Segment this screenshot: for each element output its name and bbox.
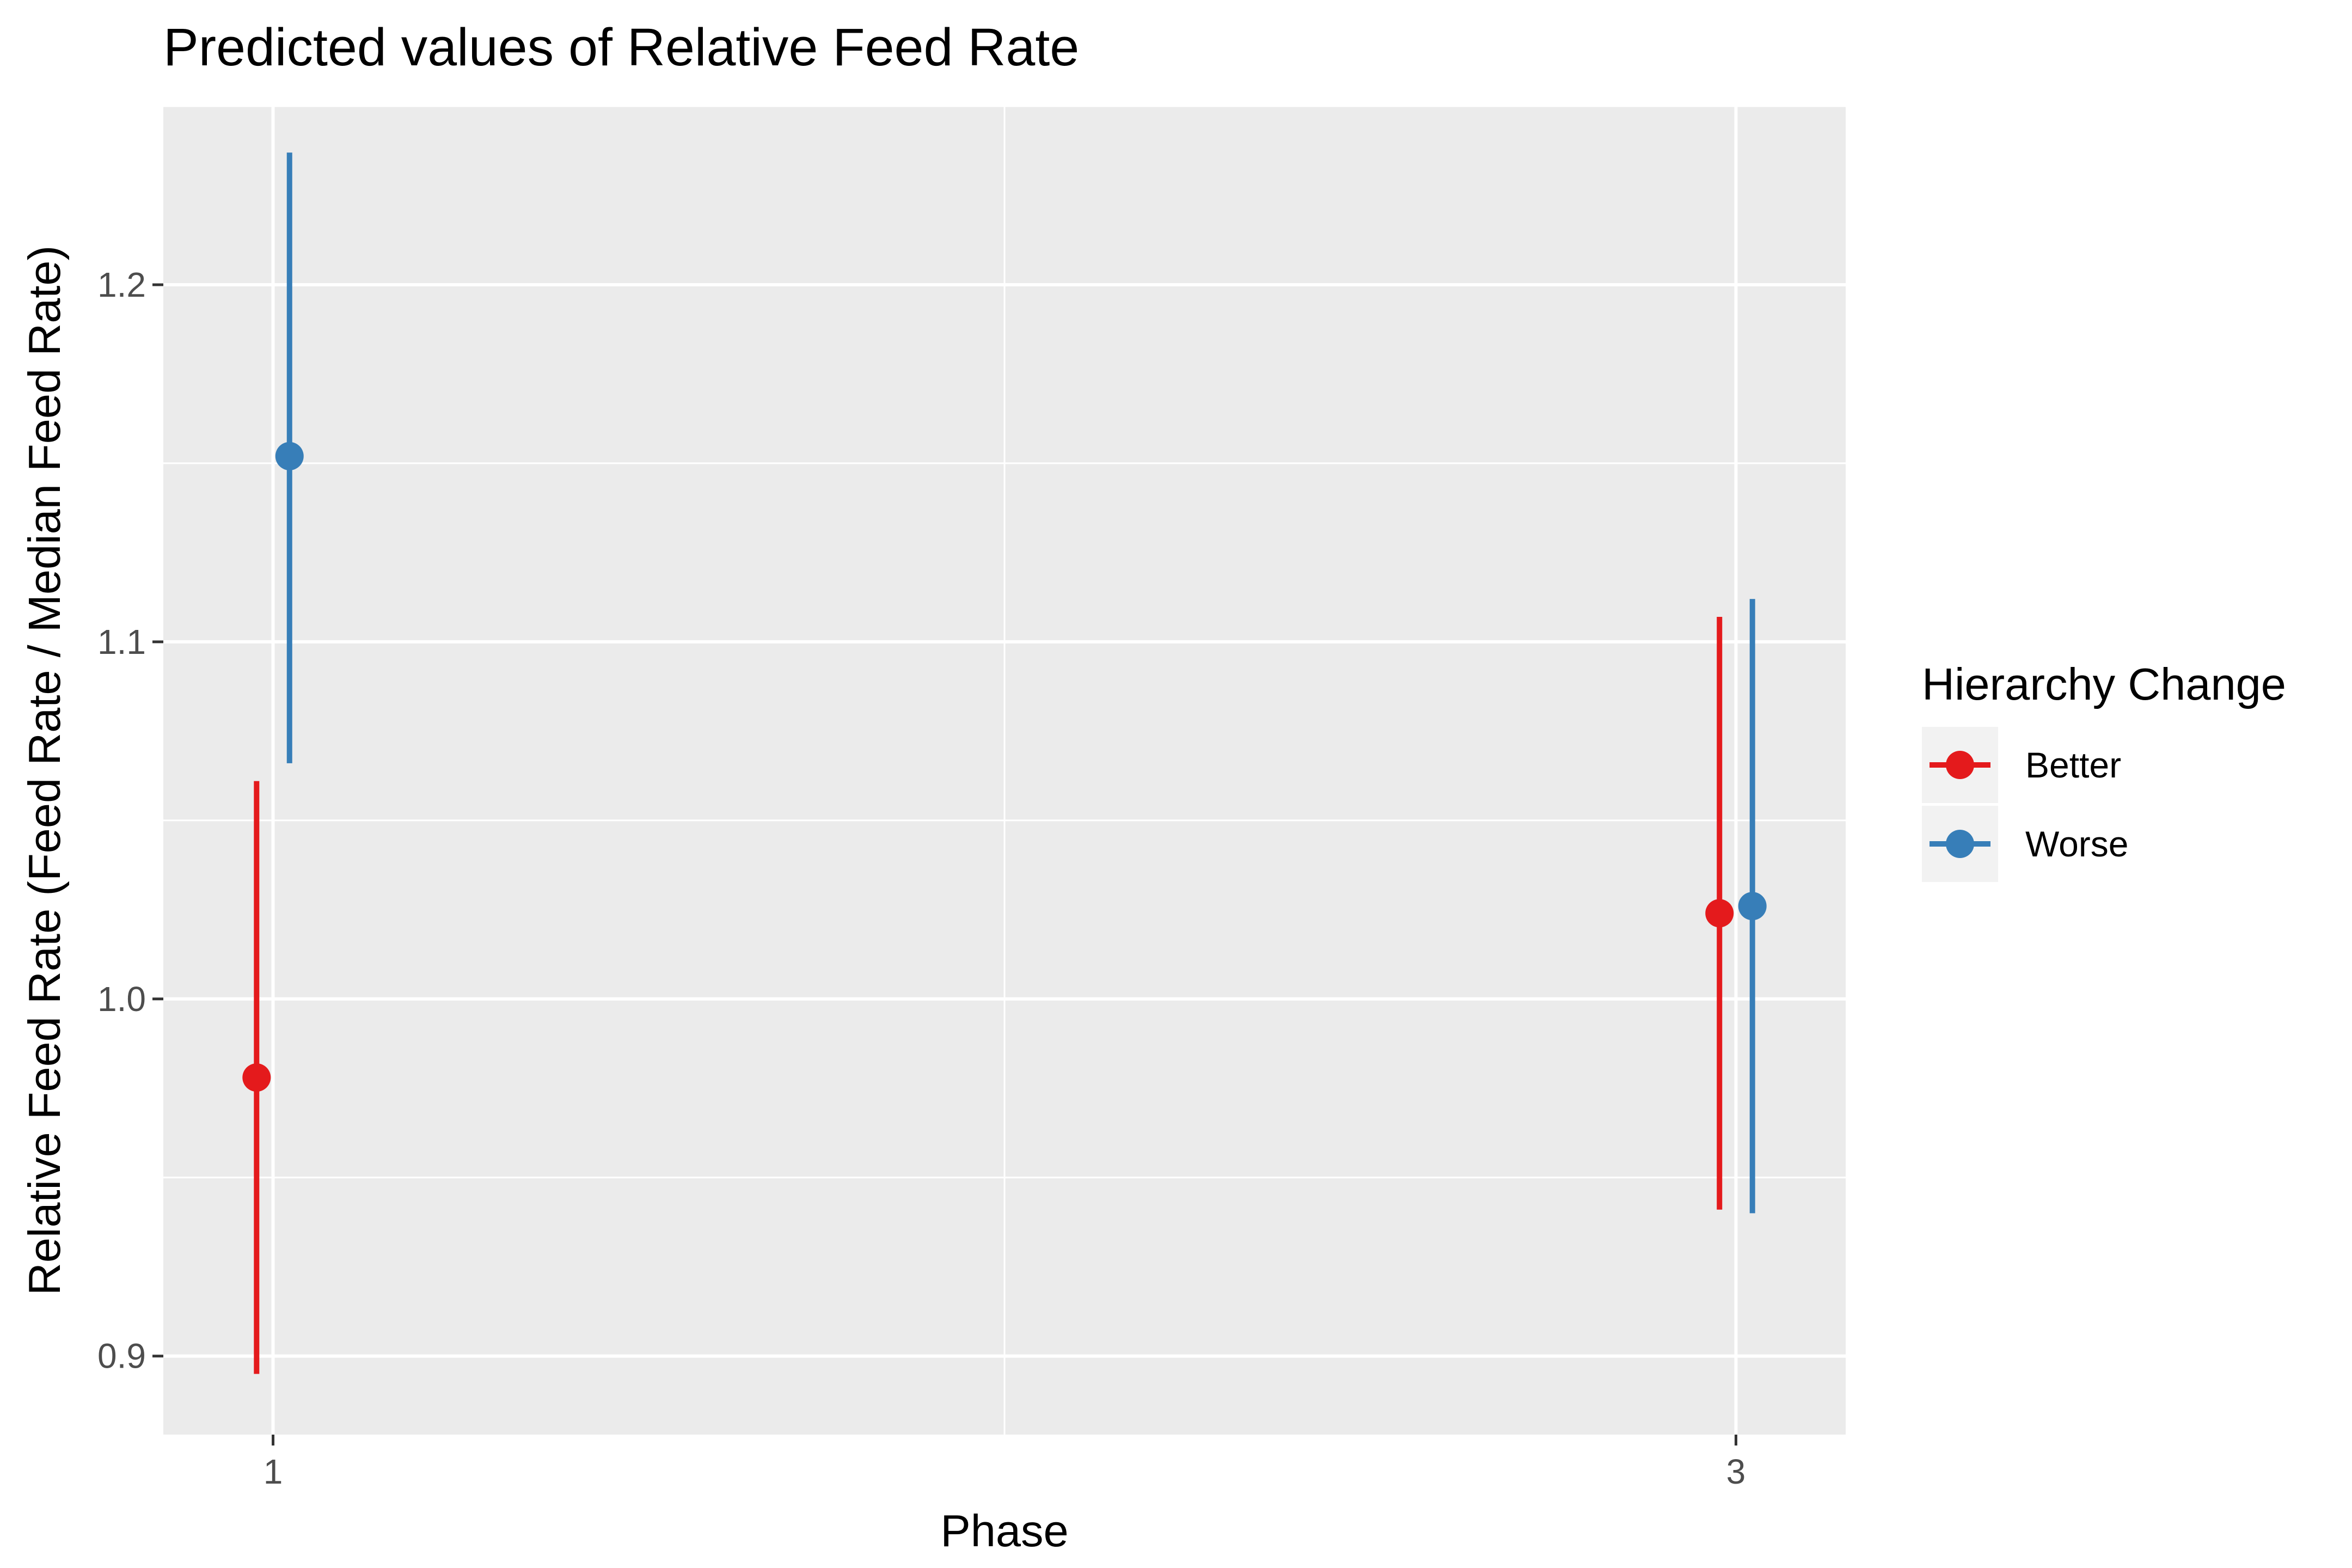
- grid-minor: [163, 105, 1846, 1435]
- grid-major: [163, 106, 1846, 1435]
- point-worse: [1738, 892, 1767, 921]
- y-tick-label: 1.0: [97, 979, 146, 1019]
- y-axis-title: Relative Feed Rate (Feed Rate / Median F…: [19, 246, 70, 1295]
- y-tick-labels: 0.9 1.0 1.1 1.2: [97, 265, 146, 1376]
- chart-title: Predicted values of Relative Feed Rate: [163, 17, 1079, 77]
- x-tick-label: 3: [1726, 1452, 1746, 1491]
- legend-title: Hierarchy Change: [1922, 659, 2286, 709]
- legend-label-better: Better: [2025, 745, 2121, 785]
- axis-ticks: [152, 283, 1737, 1445]
- x-tick-label: 1: [264, 1452, 283, 1491]
- legend-dot-worse: [1946, 830, 1974, 858]
- y-tick-label: 1.2: [97, 265, 146, 304]
- point-worse: [275, 442, 304, 470]
- y-tick-label: 1.1: [97, 622, 146, 661]
- y-tick-label: 0.9: [97, 1337, 146, 1376]
- legend: Hierarchy Change Better Worse: [1922, 659, 2286, 882]
- point-better: [1705, 899, 1734, 928]
- legend-label-worse: Worse: [2025, 824, 2129, 864]
- x-axis-title: Phase: [940, 1505, 1068, 1556]
- data-points: [242, 442, 1767, 1092]
- legend-dot-better: [1946, 751, 1974, 779]
- legend-items: Better Worse: [1922, 727, 2129, 882]
- point-better: [242, 1063, 271, 1092]
